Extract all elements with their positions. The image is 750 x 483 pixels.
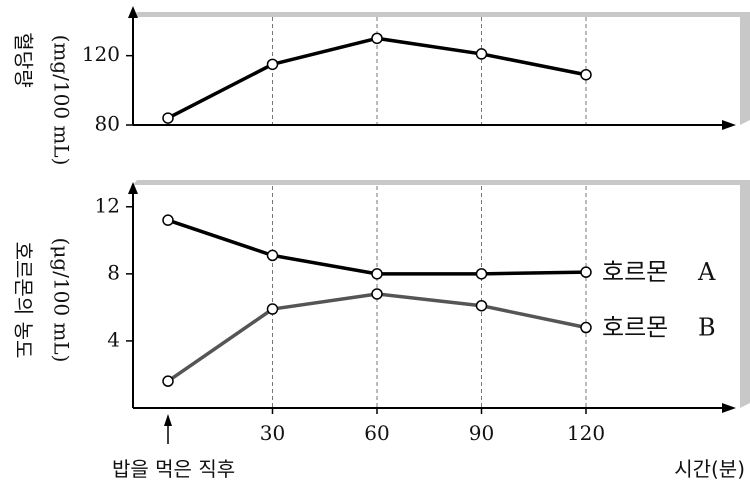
data-point: [580, 68, 592, 81]
data-point: [162, 375, 174, 387]
x-tick-label: 90: [469, 421, 494, 445]
y-tick-label: 8: [107, 260, 120, 284]
data-point: [266, 303, 279, 315]
data-point: [580, 266, 592, 278]
y-tick-label: 80: [95, 112, 120, 136]
x-ticks-bottom: 30 60 90 120: [260, 408, 605, 445]
hormone-panel: 4 8 12 30 60 90 120 호르몬 A 호르몬 B 호르몬의 농도 (μg/100 …: [12, 180, 750, 481]
panel-frame-top: [133, 17, 740, 125]
y-tick-label: 12: [95, 193, 120, 217]
y-axis-unit-bottom: (μg/100 mL): [50, 238, 74, 363]
y-axis-arrow-bottom: [128, 182, 138, 194]
x-axis-arrow-top: [722, 120, 736, 130]
data-point: [475, 48, 488, 60]
panel-frame-bottom: [133, 185, 740, 408]
x-axis-label: 시간(분): [674, 457, 745, 481]
y-ticks-bottom: 4 8 12: [95, 193, 133, 351]
data-point: [371, 268, 383, 280]
series-bottom: [162, 214, 592, 387]
x-tick-label: 30: [260, 421, 285, 445]
y-tick-label: 4: [107, 327, 120, 351]
gridlines-bottom: [272, 186, 587, 408]
data-point: [580, 321, 592, 334]
data-point: [162, 112, 174, 124]
legend: 호르몬 A 호르몬 B: [602, 258, 716, 341]
legend-letter-0: A: [697, 258, 716, 286]
y-axis-unit-top: (mg/100 mL): [50, 35, 74, 166]
data-point: [475, 299, 488, 312]
x-tick-label: 60: [364, 421, 389, 445]
data-point: [266, 249, 279, 262]
x-tick-label: 120: [567, 421, 605, 445]
data-point: [371, 32, 383, 45]
legend-label-1: 호르몬: [602, 314, 668, 342]
y-axis-label-top: 혈당량: [12, 32, 36, 87]
x-axis-arrow-bottom: [722, 403, 736, 413]
data-point: [266, 58, 279, 71]
blood-sugar-panel: 80 120 혈당량 (mg/100 mL): [12, 6, 750, 165]
y-ticks-top: 80 120: [82, 42, 133, 136]
y-axis-arrow-top: [128, 6, 138, 18]
y-axis-label-bottom: 호르몬의 농도: [12, 242, 36, 359]
data-point: [475, 268, 488, 280]
meal-arrow-head: [164, 414, 172, 426]
series-top: [162, 32, 592, 124]
data-point: [371, 288, 383, 300]
legend-letter-1: B: [698, 314, 716, 342]
y-tick-label: 120: [82, 42, 120, 66]
legend-label-0: 호르몬: [602, 258, 668, 286]
data-point: [162, 214, 174, 226]
meal-annotation: 밥을 먹은 직후: [112, 457, 235, 481]
